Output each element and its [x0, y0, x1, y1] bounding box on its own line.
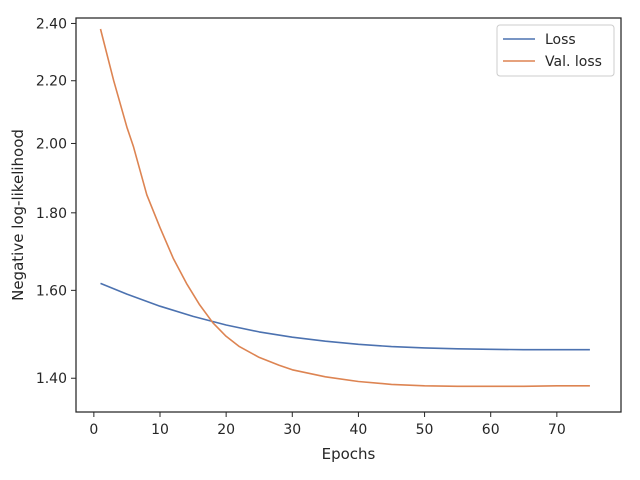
x-tick-label: 10	[151, 422, 169, 438]
y-axis-label: Negative log-likelihood	[9, 129, 27, 301]
legend-box	[496, 24, 615, 77]
x-tick-label: 0	[89, 422, 98, 438]
legend-label-loss: Loss	[545, 32, 576, 48]
plot-area	[76, 18, 621, 412]
x-tick-label: 70	[548, 422, 566, 438]
x-tick-label: 30	[283, 422, 301, 438]
y-tick-label: 1.40	[36, 371, 67, 387]
y-tick-label: 1.80	[36, 206, 67, 222]
x-tick-label: 40	[350, 422, 368, 438]
y-tick-label: 2.20	[36, 74, 67, 90]
y-tick-label: 2.00	[36, 136, 67, 152]
legend-label-val-loss: Val. loss	[545, 54, 602, 70]
y-tick-label: 2.40	[36, 16, 67, 32]
series-layer	[99, 28, 590, 388]
y-tick-label: 1.60	[36, 283, 67, 299]
legend: Loss Val. loss	[496, 24, 615, 77]
plot-frame	[75, 17, 622, 413]
x-tick-label: 50	[416, 422, 434, 438]
tick-layer: 0 10 20 30 40 50 60 70 1.40 1.60 1.80 2.00 2.20 2.40	[36, 16, 566, 438]
x-tick-label: 20	[217, 422, 235, 438]
series-line-0	[100, 282, 590, 351]
series-line-1	[99, 28, 590, 388]
x-tick-label: 60	[482, 422, 500, 438]
x-axis-label: Epochs	[322, 445, 376, 463]
